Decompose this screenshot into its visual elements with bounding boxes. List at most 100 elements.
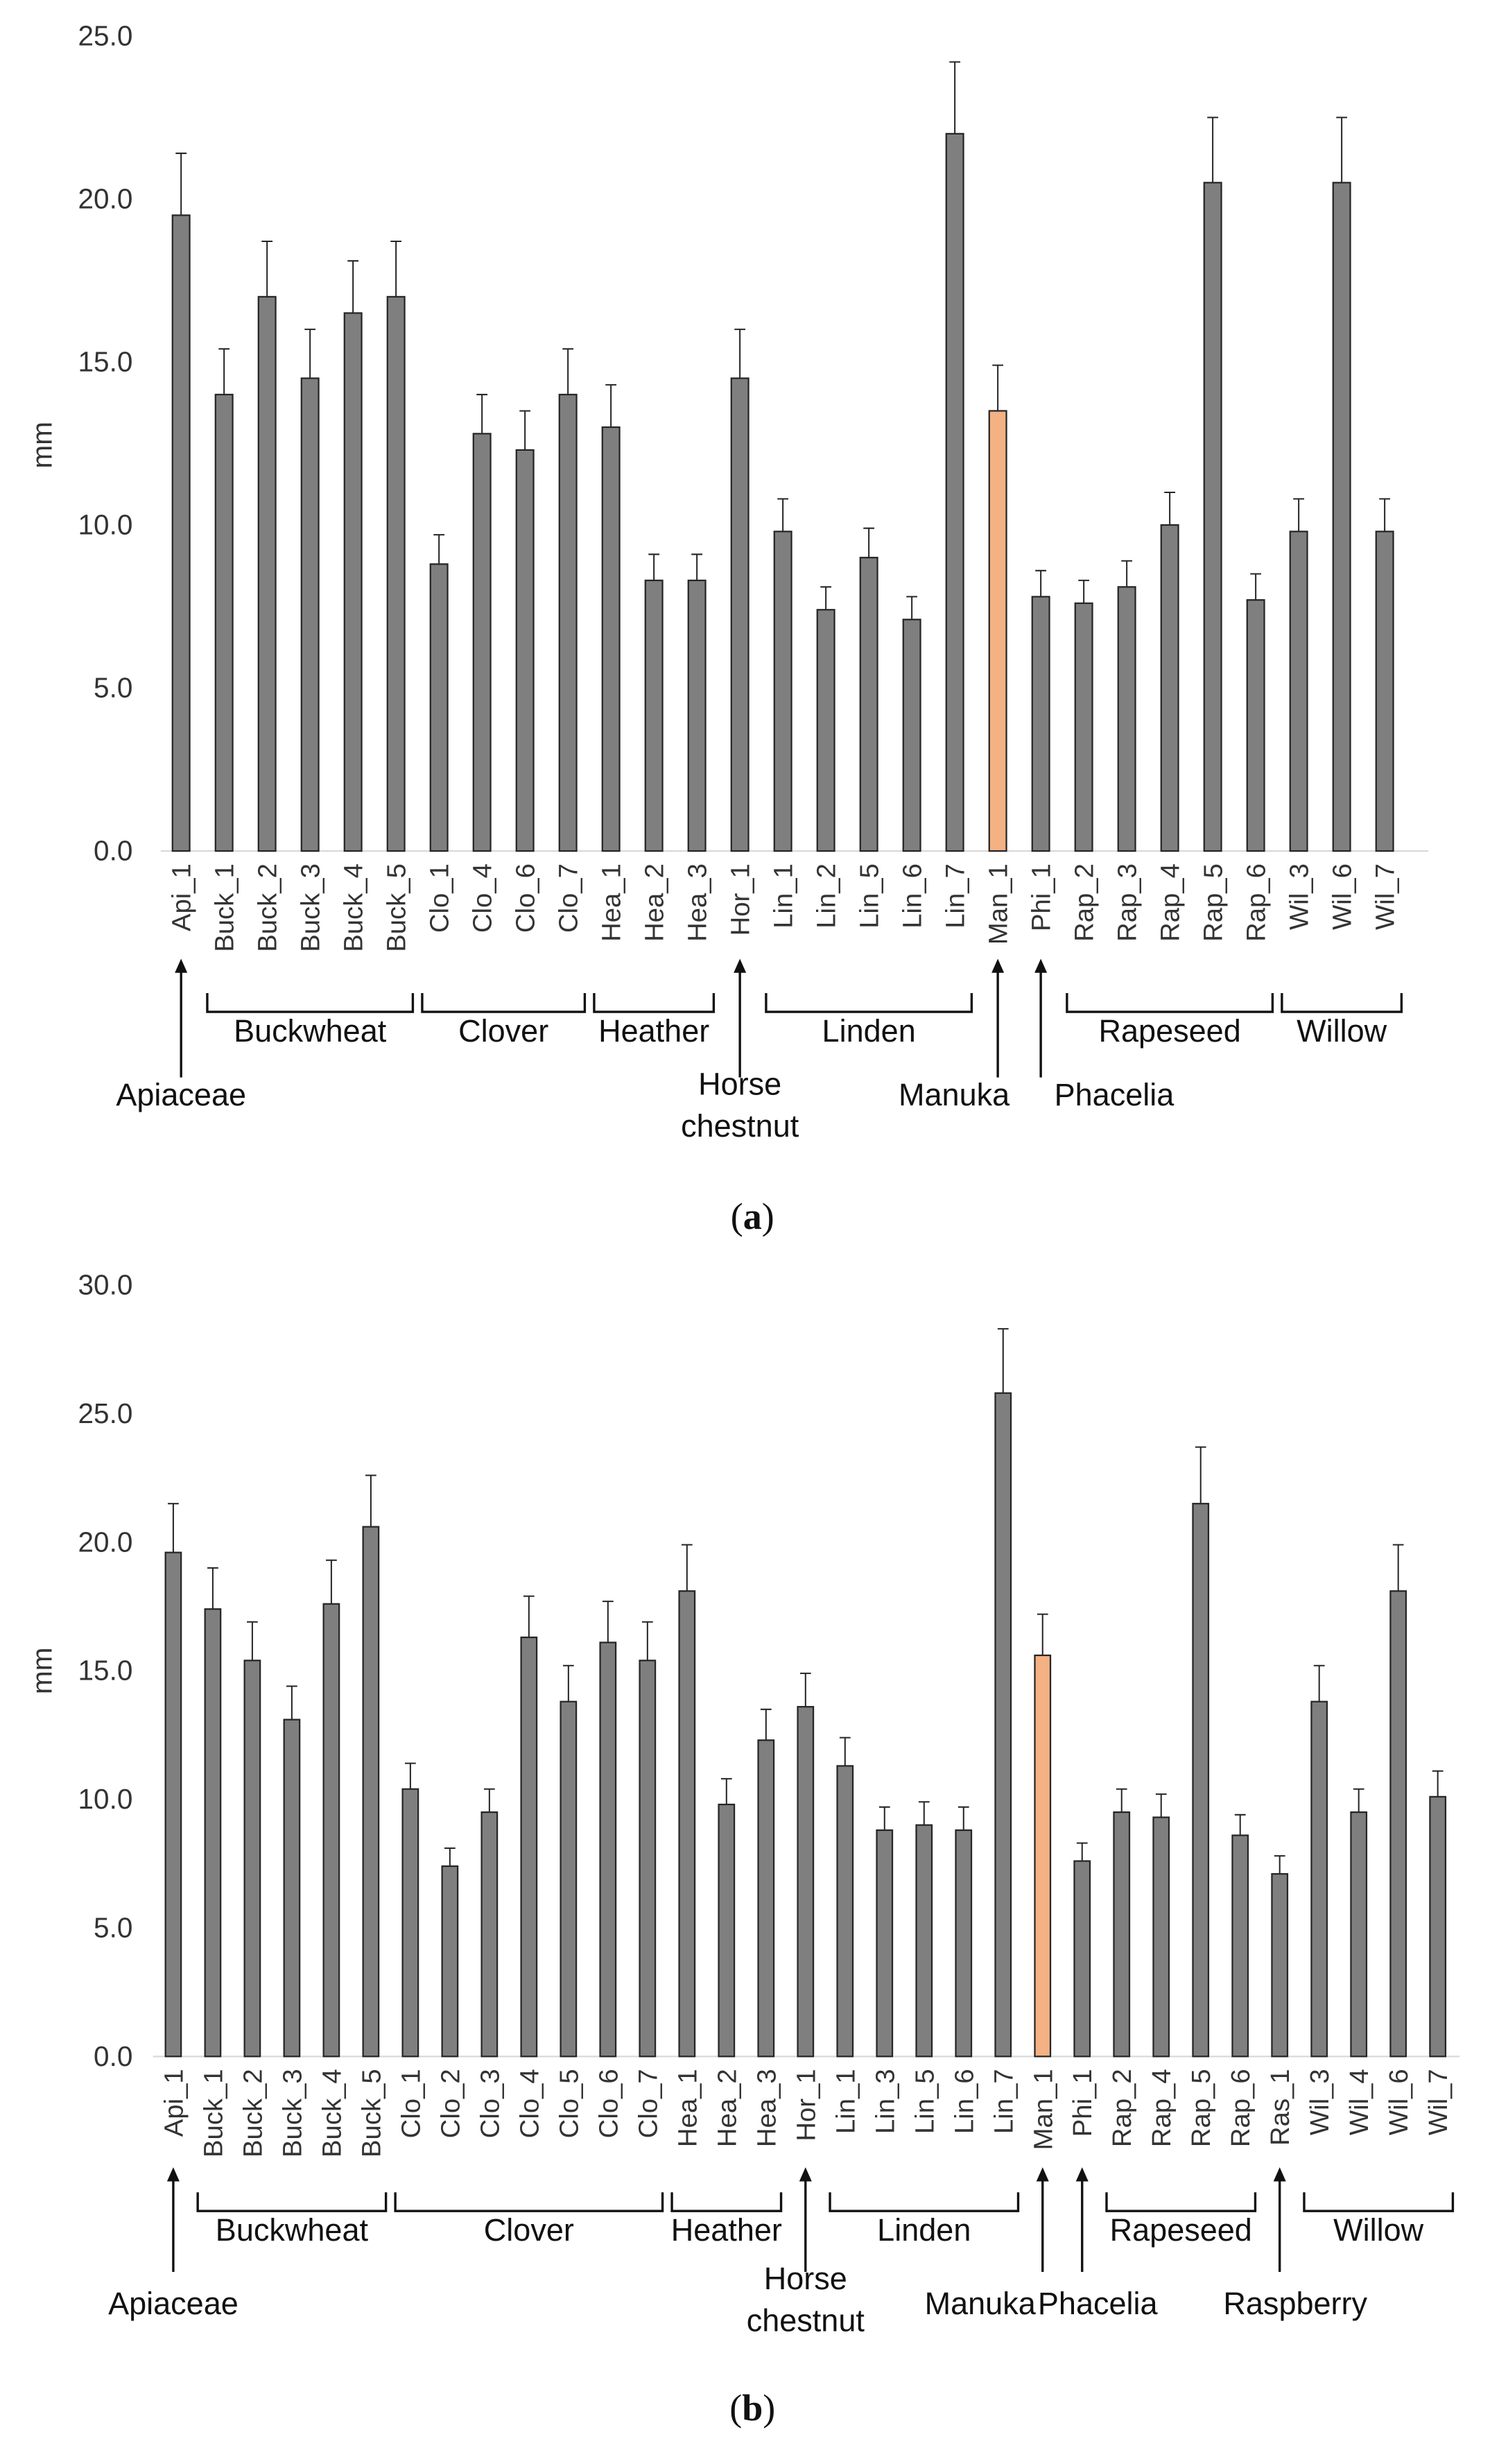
x-tick-label: Rap_6: [1226, 2069, 1256, 2147]
x-tick-label: Rap_4: [1147, 2069, 1177, 2147]
x-tick-label: Buck_3: [277, 2069, 307, 2157]
bar-Phi_1: [1073, 1860, 1091, 2058]
bar-Hea_1: [678, 1590, 696, 2058]
group-label: Horse: [764, 2261, 847, 2296]
bar-Wil_7: [1429, 1795, 1447, 2058]
caption-letter: a: [743, 1196, 762, 1237]
x-tick-label: Wil_4: [1344, 2069, 1374, 2135]
bar-Ras_1: [1271, 1872, 1289, 2058]
group-label: Phacelia: [1055, 1077, 1175, 1112]
x-tick-label: Lin_6: [949, 2069, 979, 2134]
group-label: Linden: [877, 2212, 971, 2248]
arrow-head-icon: [991, 958, 1005, 973]
group-label: Heather: [671, 2212, 782, 2248]
bar-Hea_1: [601, 426, 621, 852]
bar-Rap_5: [1203, 182, 1222, 852]
y-tick-label: 15.0: [78, 345, 133, 377]
x-tick-label: Buck_1: [210, 863, 240, 952]
bar-Lin_5: [915, 1824, 933, 2058]
group-bracket: [670, 2192, 783, 2212]
caption-paren: ): [763, 2387, 775, 2429]
x-tick-label: Clo_7: [633, 2069, 663, 2138]
bar-Clo_1: [401, 1788, 419, 2058]
bar-Clo_3: [480, 1811, 499, 2058]
bar-Rap_4: [1152, 1816, 1170, 2058]
bar-Lin_7: [994, 1392, 1012, 2058]
y-tick-label: 20.0: [78, 182, 133, 214]
bar-Lin_3: [876, 1829, 894, 2058]
x-tick-label: Api_1: [159, 2069, 189, 2137]
y-tick-label: 0.0: [94, 2040, 132, 2072]
group-bracket: [1066, 993, 1274, 1013]
group-label: Linden: [822, 1013, 916, 1049]
x-tick-label: Rap_6: [1242, 863, 1272, 942]
y-axis-label: mm: [26, 422, 58, 469]
caption-letter: b: [742, 2387, 763, 2429]
x-tick-label: Lin_6: [898, 863, 928, 929]
bar-Clo_7: [558, 393, 578, 852]
x-tick-label: Lin_3: [870, 2069, 900, 2134]
bar-Buck_4: [322, 1603, 340, 2058]
x-tick-label: Phi_1: [1068, 2069, 1098, 2137]
x-tick-label: Buck_4: [317, 2069, 347, 2157]
x-tick-label: Lin_5: [855, 863, 885, 929]
y-tick-label: 30.0: [78, 1269, 133, 1301]
arrow-head-icon: [1036, 2167, 1049, 2182]
x-tick-label: Clo_6: [593, 2069, 623, 2138]
x-tick-label: Rap_3: [1113, 863, 1143, 942]
group-label: Manuka: [899, 1077, 1010, 1112]
group-label: Raspberry: [1223, 2286, 1367, 2321]
x-tick-label: Lin_7: [941, 863, 971, 929]
bar-Clo_2: [441, 1865, 459, 2058]
x-tick-label: Man_1: [984, 863, 1014, 945]
y-tick-label: 25.0: [78, 19, 133, 51]
group-label: Manuka: [925, 2286, 1037, 2321]
chart-panel-b: 0.0 5.0 10.0 15.0 20.0 25.0 30.0 mm Api_1 Buck_1 B…: [26, 1269, 1460, 2429]
x-tick-label: Buck_1: [198, 2069, 228, 2157]
bar-Buck_5: [386, 295, 406, 852]
x-tick-label: Buck_4: [339, 863, 369, 952]
bar-Man_1: [988, 410, 1007, 852]
bar-Rap_5: [1192, 1503, 1210, 2058]
bar-Phi_1: [1031, 596, 1050, 852]
bar-Lin_6: [955, 1829, 973, 2058]
group-label: Rapeseed: [1110, 2212, 1252, 2248]
bar-Api_1: [164, 1551, 182, 2058]
x-tick-label: Wil_7: [1423, 2069, 1453, 2135]
group-label: chestnut: [747, 2303, 865, 2338]
group-label: Willow: [1333, 2212, 1424, 2248]
bar-Wil_3: [1289, 531, 1308, 852]
x-tick-label: Lin_5: [910, 2069, 939, 2134]
y-tick-label: 15.0: [78, 1655, 133, 1687]
caption-paren: (: [731, 1196, 743, 1237]
bar-Lin_1: [836, 1765, 854, 2058]
bar-Rap_6: [1231, 1834, 1249, 2058]
x-tick-label: Wil_6: [1384, 2069, 1414, 2135]
bar-Buck_4: [343, 312, 363, 852]
bar-Lin_2: [816, 609, 835, 852]
group-bracket: [593, 993, 716, 1013]
x-tick-label: Clo_1: [425, 863, 455, 933]
group-bracket: [1281, 993, 1403, 1013]
bar-Clo_1: [429, 563, 449, 852]
x-tick-label: Wil_7: [1371, 863, 1401, 930]
x-tick-label: Wil_3: [1285, 863, 1315, 930]
bar-Wil_6: [1332, 182, 1351, 852]
x-tick-label: Phi_1: [1027, 863, 1057, 931]
arrow-head-icon: [1075, 2167, 1089, 2182]
group-bracket: [206, 993, 415, 1013]
bar-Clo_4: [472, 433, 492, 852]
arrow-head-icon: [734, 958, 747, 973]
arrow-head-icon: [1273, 2167, 1286, 2182]
x-tick-label: Clo_4: [514, 2069, 544, 2138]
bar-Wil_6: [1389, 1590, 1407, 2058]
group-label: Phacelia: [1038, 2286, 1159, 2321]
x-tick-label: Rap_2: [1107, 2069, 1137, 2147]
bar-Buck_5: [362, 1526, 380, 2058]
y-tick-label: 5.0: [94, 1911, 132, 1943]
bar-Lin_1: [773, 531, 792, 852]
y-tick-label: 20.0: [78, 1526, 133, 1558]
bar-Rap_3: [1117, 586, 1136, 852]
x-tick-label: Clo_2: [435, 2069, 465, 2138]
